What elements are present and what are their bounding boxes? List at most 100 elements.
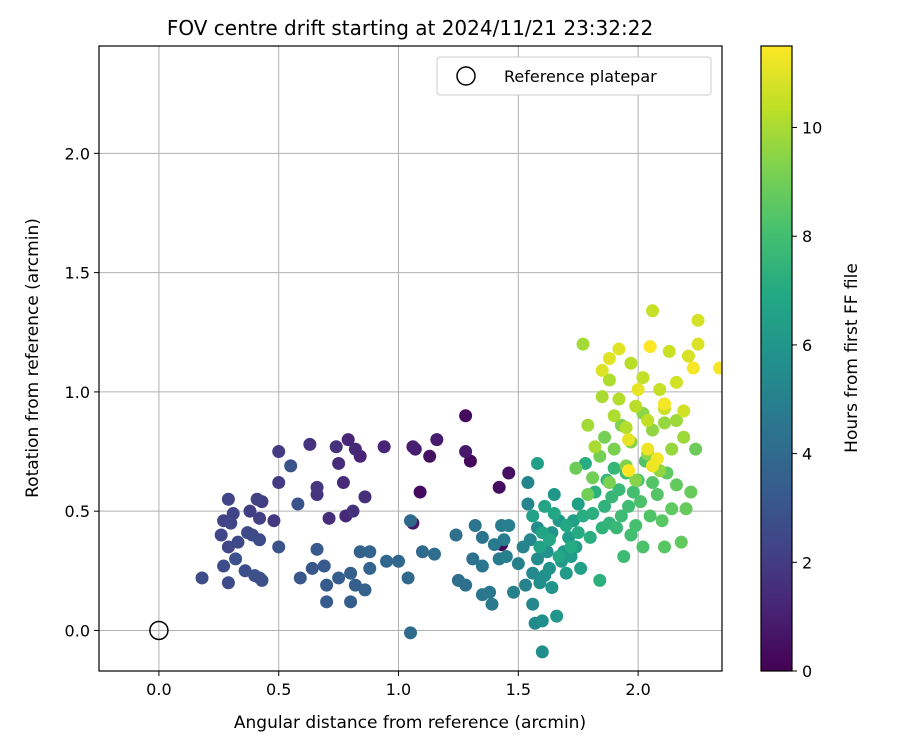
data-point: [574, 561, 588, 575]
data-point: [598, 499, 612, 513]
data-point: [401, 571, 415, 585]
colorbar-tick-label: 2: [802, 553, 812, 572]
data-point: [344, 595, 358, 609]
data-point: [545, 581, 559, 595]
x-axis-label: Angular distance from reference (arcmin): [234, 713, 586, 733]
data-point: [195, 571, 209, 585]
data-point: [610, 521, 624, 535]
data-point: [310, 480, 324, 494]
data-points: [195, 304, 722, 659]
data-point: [272, 476, 286, 490]
data-point: [669, 375, 683, 389]
data-point: [272, 540, 286, 554]
data-point: [538, 499, 552, 513]
data-point: [380, 554, 394, 568]
data-point: [303, 437, 317, 451]
data-point: [542, 533, 556, 547]
data-point: [655, 514, 669, 528]
y-tick-label: 1.5: [65, 264, 90, 283]
data-point: [607, 409, 621, 423]
data-point: [346, 504, 360, 518]
colorbar-tick-label: 8: [802, 227, 812, 246]
data-point: [530, 552, 544, 566]
data-point: [231, 535, 245, 549]
x-tick-label: 2.0: [625, 680, 650, 699]
x-tick-label: 0.0: [146, 680, 171, 699]
data-point: [602, 476, 616, 490]
data-point: [612, 342, 626, 356]
colorbar-tick-label: 4: [802, 445, 812, 464]
data-point: [221, 576, 235, 590]
data-point: [336, 476, 350, 490]
data-point: [332, 456, 346, 470]
data-point: [689, 442, 703, 456]
data-point: [502, 466, 516, 480]
data-point: [423, 449, 437, 463]
data-point: [626, 485, 640, 499]
data-point: [622, 499, 636, 513]
legend-box: [436, 56, 712, 96]
data-point: [607, 442, 621, 456]
data-point: [523, 533, 537, 547]
data-point: [221, 492, 235, 506]
data-point: [586, 471, 600, 485]
y-axis-label: Rotation from reference (arcmin): [23, 218, 43, 498]
data-point: [602, 352, 616, 365]
data-point: [578, 456, 592, 470]
data-point: [502, 518, 516, 532]
data-point: [214, 528, 228, 542]
legend: Reference platepar: [436, 56, 712, 96]
y-tick-label: 2.0: [65, 144, 90, 163]
data-point: [535, 645, 549, 659]
data-point: [595, 363, 609, 377]
data-point: [348, 442, 362, 456]
data-point: [533, 540, 547, 554]
y-tick-label: 0.0: [65, 621, 90, 640]
data-point: [250, 492, 264, 506]
data-point: [622, 433, 636, 447]
x-tick-label: 0.5: [266, 680, 291, 699]
data-point: [643, 340, 657, 354]
data-point: [636, 540, 650, 554]
data-point: [669, 478, 683, 492]
data-point: [521, 476, 535, 490]
data-point: [559, 566, 573, 580]
data-point: [406, 440, 420, 454]
reference-platepar-marker: [149, 620, 169, 641]
colorbar-tick-label: 6: [802, 336, 812, 355]
data-point: [229, 552, 243, 566]
legend-entry-reference-platepar: Reference platepar: [504, 67, 657, 86]
data-point: [669, 414, 683, 428]
y-tick-label: 1.0: [65, 383, 90, 402]
data-point: [267, 514, 281, 528]
data-point: [595, 390, 609, 404]
data-point: [571, 526, 585, 540]
data-point: [475, 530, 489, 544]
data-point: [662, 344, 676, 358]
data-point: [550, 609, 564, 623]
data-point: [617, 549, 631, 563]
colorbar-ticks: 0 2 4 6 8 10: [792, 119, 822, 681]
data-point: [485, 597, 499, 611]
data-point: [547, 487, 561, 501]
data-point: [497, 533, 511, 547]
data-point: [413, 485, 427, 499]
data-point: [363, 561, 377, 575]
data-point: [348, 578, 362, 592]
data-point: [684, 485, 698, 499]
data-point: [636, 371, 650, 385]
data-point: [305, 561, 319, 575]
data-point: [598, 430, 612, 444]
data-point: [358, 490, 372, 504]
legend-reference-marker: [456, 66, 476, 86]
data-point: [320, 595, 334, 609]
data-point: [569, 461, 583, 475]
data-point: [221, 540, 235, 554]
data-point: [542, 561, 556, 575]
data-point: [344, 566, 358, 580]
data-point: [404, 514, 417, 528]
data-point: [492, 480, 506, 494]
data-point: [243, 504, 257, 518]
